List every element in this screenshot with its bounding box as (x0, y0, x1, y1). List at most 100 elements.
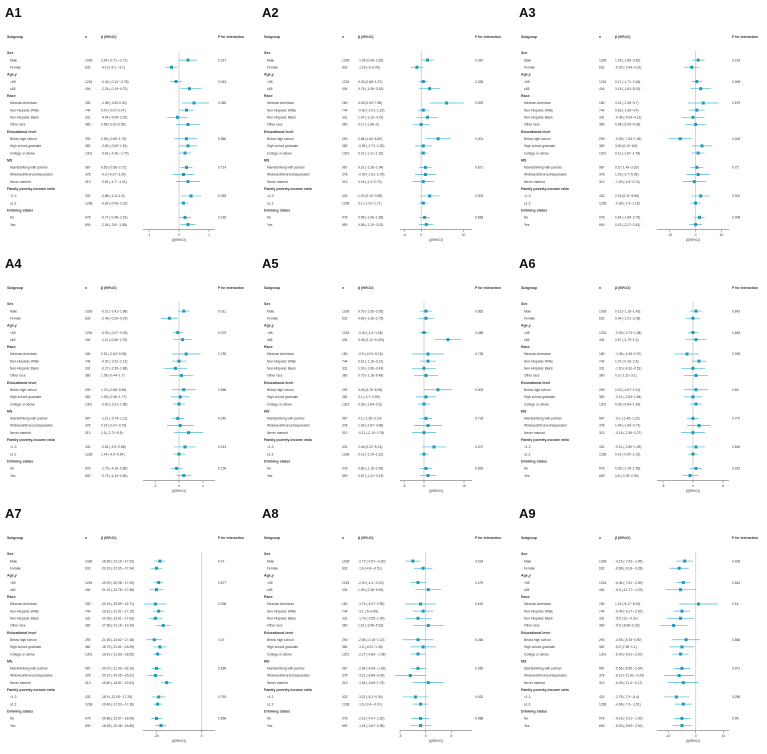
row-label: Widowed/divorced/separated (267, 173, 310, 177)
row-beta-ci: 1.02 (-0.88~0.84) (101, 388, 126, 392)
row-label: Non-Hispanic White (267, 359, 296, 363)
point-estimate (436, 137, 440, 141)
point-estimate (183, 445, 187, 449)
group-label: Family poverty-income ratio (264, 187, 313, 191)
row-label: ≥65 (10, 338, 16, 342)
row-n: 378 (599, 173, 605, 177)
header-n: n (85, 536, 87, 540)
x-axis-label: β(95%CI) (686, 489, 700, 493)
forest-plot-a7: Subgroup n β (95%CI) P for interaction Sex Ma… (7, 536, 244, 743)
row-beta-ci: -0.02 (-3.91~2.13) (101, 359, 127, 363)
point-estimate (185, 165, 188, 169)
row-label: College or above (524, 652, 549, 656)
row-beta-ci: -1.21 (-3.74~1.11) (101, 417, 127, 421)
row-beta-ci: -2.24 (-0.19~0.72) (101, 87, 127, 91)
row-beta-ci: -6.16 (-9.21~-1.92) (615, 717, 643, 721)
row-beta-ci: -20.37 (-24.35~-16.61) (101, 674, 134, 678)
x-axis-label: β(95%CI) (172, 489, 186, 493)
point-estimate (158, 645, 162, 649)
forest-plot-a6: Subgroup n β (95%CI) P for interaction Sex Ma… (521, 286, 758, 493)
group-label: Educational level (521, 130, 550, 134)
p-interaction: 0.043 (218, 80, 226, 84)
row-n: 1028 (85, 559, 93, 563)
row-beta-ci: 4.28 (0.94~7.56) (358, 101, 382, 105)
row-label: <65 (524, 581, 530, 585)
row-beta-ci: -6.49 (-9.17~-2.52) (615, 609, 643, 613)
point-estimate (424, 416, 428, 420)
row-beta-ci: -2.04 (-3.8~-1.88) (101, 223, 127, 227)
row-label: Below high school (524, 638, 551, 642)
row-label: Mexican American (524, 602, 551, 606)
row-label: ≥1.3 (267, 201, 274, 205)
row-n: 331 (85, 617, 91, 621)
x-tick-label: 0 (423, 484, 425, 488)
row-n: 1234 (599, 80, 607, 84)
point-estimate (175, 466, 179, 470)
row-beta-ci: 2.94 (-0.71~-2.71) (101, 58, 127, 62)
row-beta-ci: 0.67 (-2.79~1.0) (615, 338, 639, 342)
row-beta-ci: 0.17 (-1.68~3) (358, 123, 379, 127)
point-estimate (691, 452, 695, 456)
point-estimate (182, 201, 185, 205)
group-label: MS (7, 409, 13, 413)
forest-plot-a3: Subgroup n β (95%CI) P for interaction Sex Ma… (521, 35, 758, 242)
row-n: 380 (85, 123, 91, 127)
row-n: 1028 (85, 309, 93, 313)
point-estimate (679, 588, 683, 592)
row-label: Mexican American (267, 602, 294, 606)
point-estimate (422, 366, 426, 370)
row-beta-ci: -18.99 (-21.19~-17.02) (101, 559, 134, 563)
p-interaction: 0.034 (475, 559, 483, 563)
point-estimate (181, 338, 185, 342)
header-n: n (599, 35, 601, 39)
row-beta-ci: 0.84 (-1.89~2.76) (615, 216, 640, 220)
row-beta-ci: -1.09 (0.08~2.62) (358, 58, 383, 62)
group-label: Race (7, 345, 16, 349)
point-estimate (186, 144, 190, 148)
p-interaction: 0.060 (475, 667, 483, 671)
row-label: Yes (10, 724, 16, 728)
group-label: MS (264, 409, 270, 413)
point-estimate (428, 87, 432, 91)
row-n: 180 (342, 602, 348, 606)
row-n: 1301 (85, 402, 93, 406)
point-estimate (694, 402, 698, 406)
header-beta: β (95%CI) (101, 286, 116, 290)
row-n: 744 (342, 359, 348, 363)
header-p-interaction: P for interaction (218, 35, 244, 39)
p-interaction: 0.753 (218, 695, 226, 699)
p-interaction: 0.971 (732, 667, 740, 671)
row-n: 978 (342, 467, 348, 471)
header-beta: β (95%CI) (615, 35, 630, 39)
row-n: 632 (599, 65, 605, 69)
p-interaction: 0.154 (218, 467, 226, 471)
row-label: Non-Hispanic White (267, 108, 296, 112)
row-n: 180 (85, 602, 91, 606)
row-beta-ci: 1.08 (-0.44~1.7) (101, 374, 125, 378)
row-beta-ci: 0.26 (0.68~1.37) (358, 80, 382, 84)
p-interaction: 0.666 (218, 717, 226, 721)
row-n: 313 (85, 431, 91, 435)
row-n: 1238 (85, 702, 93, 706)
row-label: Other race (524, 624, 540, 628)
row-label: Never married (524, 681, 545, 685)
row-beta-ci: 0.06 (-0.84~1.45) (615, 402, 640, 406)
group-label: Drinking status (7, 208, 33, 212)
row-beta-ci: 3.18 (-1.81~8.15) (615, 87, 640, 91)
row-label: Married/living with partner (267, 417, 306, 421)
row-n: 1028 (599, 559, 607, 563)
header-p-interaction: P for interaction (732, 35, 758, 39)
group-label: Educational level (7, 130, 36, 134)
row-n: 380 (342, 374, 348, 378)
row-n: 690 (342, 223, 348, 227)
row-n: 382 (599, 144, 605, 148)
group-label: Sex (264, 302, 270, 306)
row-label: Male (524, 309, 531, 313)
row-label: Non-Hispanic Black (10, 367, 39, 371)
header-subgroup: Subgroup (264, 286, 280, 290)
row-label: Other race (267, 123, 283, 127)
row-beta-ci: -0.92 (-3.94~0.22) (615, 65, 641, 69)
row-n: 331 (85, 116, 91, 120)
row-label: Other race (10, 123, 26, 127)
header-p-interaction: P for interaction (475, 286, 501, 290)
